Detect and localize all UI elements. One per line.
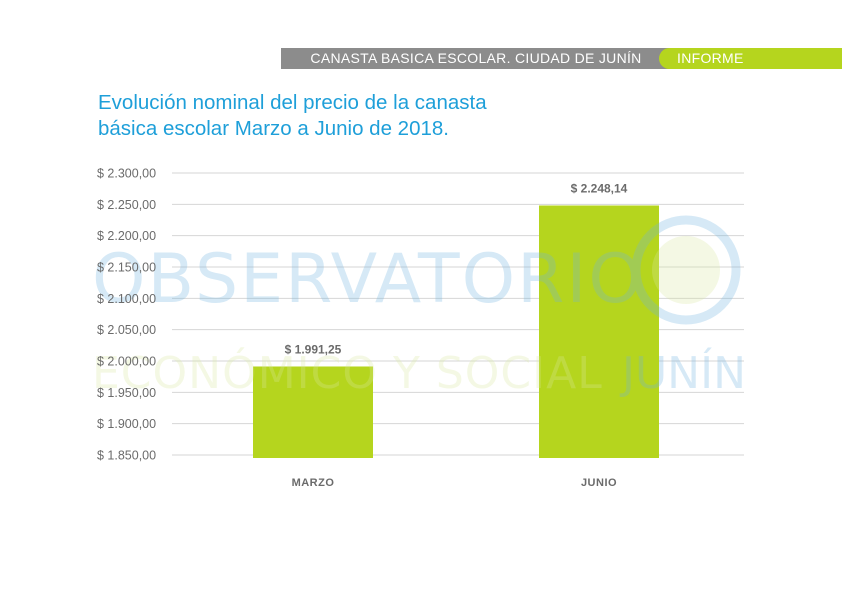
x-tick-label: MARZO [292,477,335,489]
labels: $ 1.850,00 $ 1.900,00 $ 1.950,00 $ 2.000,00… [97,167,628,490]
watermark-line-2: ECONÓMICO Y SOCIAL [92,346,603,399]
watermark-line-1: OBSERVATORIO [92,240,644,319]
y-tick-label: $ 1.900,00 [97,417,156,431]
title-line-2: básica escolar Marzo a Junio de 2018. [98,117,449,140]
observatorio-watermark: OBSERVATORIO ECONÓMICO Y SOCIAL JUNÍN [92,215,746,399]
x-tick-label: JUNIO [581,477,617,489]
section-label: CANASTA BASICA ESCOLAR. CIUDAD DE JUNÍN [281,48,671,69]
y-tick-label: $ 1.850,00 [97,449,156,463]
watermark-line-3: JUNÍN [619,346,746,399]
report-tag: INFORME [659,48,842,69]
bar-junio [539,205,659,458]
header-bar: CANASTA BASICA ESCOLAR. CIUDAD DE JUNÍN … [281,48,842,69]
bars [253,205,659,458]
bar-marzo [253,366,373,458]
y-tick-label: $ 2.050,00 [97,323,156,337]
watermark-ring-icon [631,215,741,325]
title-line-1: Evolución nominal del precio de la canas… [98,91,487,114]
page-title: Evolución nominal del precio de la canas… [98,90,618,142]
data-label: $ 1.991,25 [285,342,342,356]
y-tick-label: $ 2.250,00 [97,198,156,212]
y-tick-label: $ 2.000,00 [97,355,156,369]
y-tick-label: $ 2.200,00 [97,229,156,243]
watermark-dot-icon [652,236,720,304]
y-tick-label: $ 2.150,00 [97,261,156,275]
y-tick-label: $ 2.300,00 [97,167,156,181]
y-tick-label: $ 2.100,00 [97,292,156,306]
data-label: $ 2.248,14 [571,181,628,195]
y-tick-label: $ 1.950,00 [97,386,156,400]
